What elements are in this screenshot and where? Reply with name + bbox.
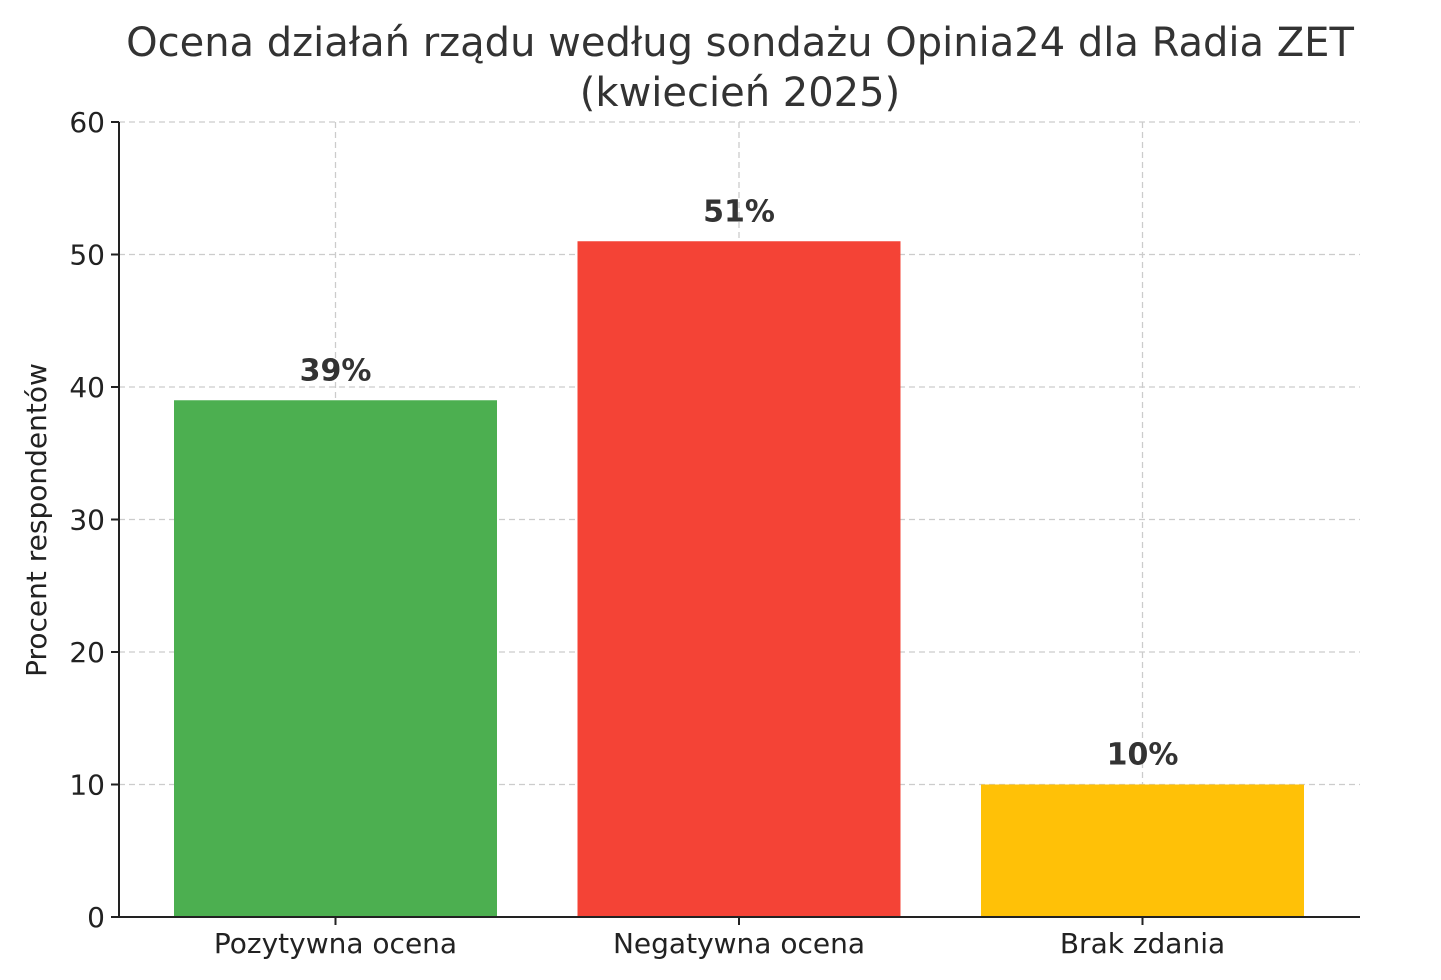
x-tick-label-1: Negatywna ocena — [613, 927, 865, 960]
x-tick-label-2: Brak zdania — [1060, 927, 1225, 960]
bar-1 — [577, 241, 901, 917]
chart-subtitle: (kwiecień 2025) — [580, 70, 900, 116]
data-label-2: 10% — [1107, 738, 1179, 773]
bars: 39% 51% 10% — [174, 194, 1304, 917]
y-axis-label: Procent respondentów — [20, 363, 53, 677]
bar-2 — [981, 784, 1304, 917]
data-label-0: 39% — [300, 353, 372, 388]
y-tick-label-40: 40 — [69, 371, 105, 404]
bar-0 — [174, 400, 497, 917]
y-tick-label-0: 0 — [87, 901, 105, 934]
y-tick-label-30: 30 — [69, 504, 105, 537]
x-tick-label-0: Pozytywna ocena — [214, 927, 457, 960]
y-tick-label-50: 50 — [69, 239, 105, 272]
y-tick-label-60: 60 — [69, 106, 105, 139]
y-tick-label-10: 10 — [69, 769, 105, 802]
y-tick-label-20: 20 — [69, 636, 105, 669]
data-label-1: 51% — [703, 194, 775, 229]
axes: 0 10 20 30 40 50 60 Pozytywna ocena Negatywna oc… — [69, 106, 1360, 960]
chart-title: Ocena działań rządu według sondażu Opini… — [126, 20, 1354, 66]
